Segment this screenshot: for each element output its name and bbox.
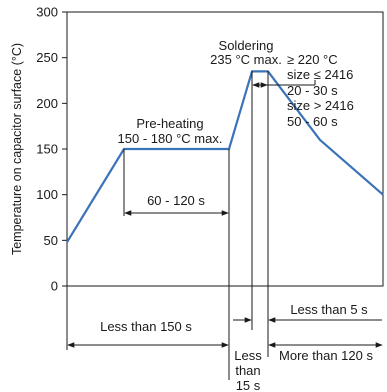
preheat-range: 150 - 180 °C max.: [118, 131, 223, 146]
less-15-label-c: 15 s: [236, 378, 261, 392]
dwell-label-1: ≥ 220 °C: [287, 52, 338, 67]
preheat-title: Pre-heating: [136, 116, 203, 131]
y-tick-label: 200: [36, 96, 58, 111]
less-15-label-a: Less: [234, 348, 262, 363]
y-tick-label: 150: [36, 142, 58, 157]
dwell-label-2: size ≤ 2416: [287, 67, 353, 82]
less-15-label-b: than: [235, 363, 260, 378]
y-tick-label: 0: [51, 279, 58, 294]
y-axis-ticks: 0 50 100 150 200 250 300: [36, 5, 67, 294]
dwell-label-4: size > 2416: [287, 98, 354, 113]
solder-max: 235 °C max.: [210, 52, 282, 67]
y-axis-label: Temperature on capacitor surface (°C): [10, 43, 24, 255]
dwell-label-3: 20 - 30 s: [287, 83, 338, 98]
solder-title: Soldering: [219, 38, 274, 53]
more-120-label: More than 120 s: [279, 348, 373, 363]
preheat-time-label: 60 - 120 s: [147, 193, 205, 208]
y-tick-label: 50: [44, 233, 58, 248]
dwell-label-5: 50 - 60 s: [287, 114, 338, 129]
less-150-label: Less than 150 s: [100, 319, 192, 334]
less-5-label: Less than 5 s: [290, 302, 368, 317]
y-tick-label: 250: [36, 50, 58, 65]
y-tick-label: 100: [36, 187, 58, 202]
y-tick-label: 300: [36, 5, 58, 20]
